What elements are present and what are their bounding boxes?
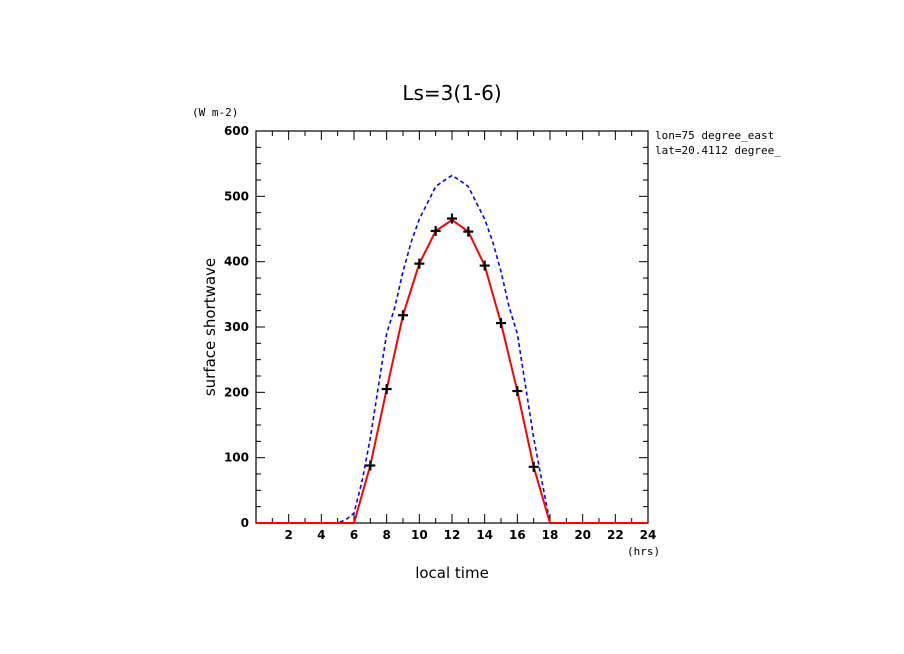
series-group [256, 174, 648, 524]
y-axis-label: surface shortwave [201, 258, 219, 396]
plus-marker [528, 461, 539, 472]
x-tick-label: 6 [350, 528, 358, 542]
plus-marker [479, 260, 490, 271]
x-axis-label: local time [415, 564, 489, 582]
x-tick-label: 8 [382, 528, 390, 542]
y-unit-label: (W m-2) [192, 106, 238, 119]
x-tick-label: 12 [444, 528, 461, 542]
series-line-solid [256, 218, 648, 524]
plot-frame [255, 130, 649, 524]
x-tick-label: 4 [317, 528, 325, 542]
plus-marker [381, 384, 392, 395]
axis-ticks [255, 130, 649, 524]
plus-marker [463, 226, 474, 237]
info-lat: lat=20.4112 degree_ [655, 144, 781, 157]
x-tick-label: 14 [476, 528, 493, 542]
chart-title: Ls=3(1-6) [402, 81, 501, 105]
y-tick-label: 500 [224, 189, 249, 203]
info-lon: lon=75 degree_east [655, 129, 774, 142]
y-tick-label: 100 [224, 451, 249, 465]
series-line-dashed [256, 174, 648, 524]
x-tick-label: 2 [284, 528, 292, 542]
x-tick-label: 18 [542, 528, 559, 542]
y-tick-label: 0 [241, 516, 249, 530]
x-tick-label: 24 [640, 528, 657, 542]
y-tick-label: 300 [224, 320, 249, 334]
x-tick-label: 10 [411, 528, 428, 542]
x-tick-label: 20 [574, 528, 591, 542]
y-tick-label: 400 [224, 255, 249, 269]
plus-marker [365, 460, 376, 471]
plus-marker [398, 310, 408, 321]
plus-marker [447, 213, 457, 224]
x-unit-label: (hrs) [627, 545, 660, 558]
y-tick-label: 200 [224, 385, 249, 399]
y-tick-label: 600 [224, 124, 249, 138]
x-tick-label: 22 [607, 528, 624, 542]
plus-marker [414, 258, 425, 269]
marker-group [365, 213, 539, 472]
plus-marker [430, 225, 441, 236]
x-tick-label: 16 [509, 528, 526, 542]
plus-marker [512, 386, 523, 397]
plus-marker [496, 318, 506, 329]
